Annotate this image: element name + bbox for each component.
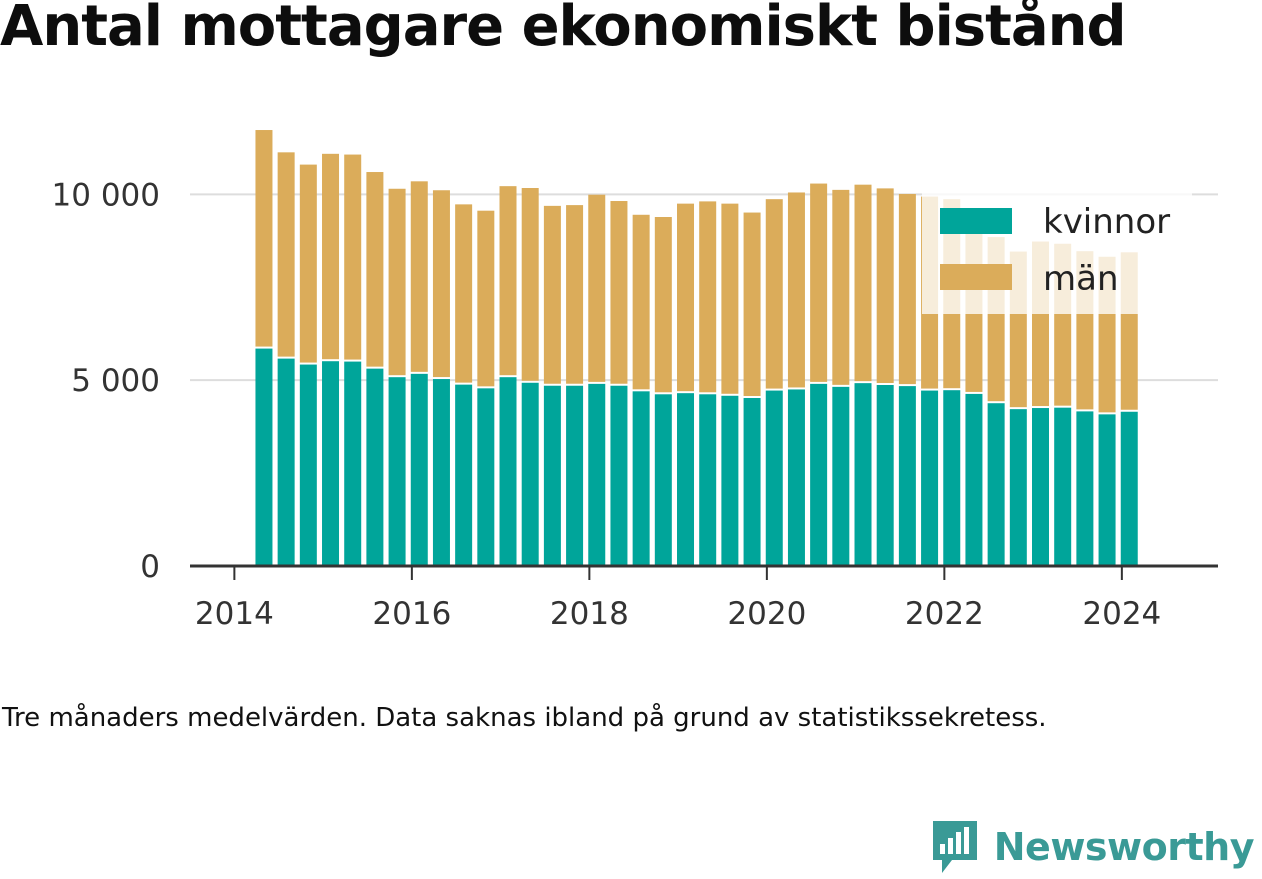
- bar-kvinnor: [699, 394, 717, 566]
- bar-kvinnor: [721, 395, 739, 566]
- bar-kvinnor: [432, 379, 450, 566]
- bar-man: [743, 212, 761, 397]
- bars: [255, 130, 1138, 566]
- y-tick-label: 5 000: [71, 363, 160, 399]
- bar-man: [854, 184, 872, 382]
- bar-kvinnor: [477, 388, 495, 566]
- bar-kvinnor: [543, 385, 561, 566]
- bar-kvinnor: [322, 361, 340, 566]
- bar-man: [366, 172, 384, 367]
- x-tick-label: 2020: [727, 596, 806, 632]
- bar-kvinnor: [1009, 409, 1027, 566]
- bar-man: [787, 192, 805, 388]
- x-tick-label: 2018: [550, 596, 629, 632]
- bar-kvinnor: [455, 384, 473, 566]
- bar-man: [898, 193, 916, 385]
- bar-kvinnor: [299, 364, 317, 566]
- bar-kvinnor: [1120, 411, 1138, 566]
- bar-man: [277, 152, 295, 357]
- bar-kvinnor: [632, 391, 650, 566]
- bar-kvinnor: [566, 385, 584, 566]
- bar-kvinnor: [854, 383, 872, 566]
- stacked-bar-chart: 0 5 000 10 000 2014 2016 2018 2020 2022 2024 kvi…: [52, 130, 1218, 632]
- bar-man: [677, 203, 695, 392]
- legend-label-kvinnor: kvinnor: [1043, 202, 1170, 242]
- bar-kvinnor: [277, 358, 295, 566]
- bar-man: [810, 183, 828, 382]
- y-tick-label: 0: [140, 549, 160, 585]
- bar-man: [699, 201, 717, 393]
- bar-kvinnor: [588, 383, 606, 566]
- bar-kvinnor: [677, 393, 695, 566]
- footnote: Tre månaders medelvärden. Data saknas ib…: [2, 703, 1047, 733]
- bar-man: [566, 205, 584, 384]
- bar-man: [543, 205, 561, 384]
- bar-kvinnor: [1054, 407, 1072, 566]
- legend-swatch-kvinnor: [940, 208, 1012, 234]
- bar-man: [876, 188, 894, 383]
- legend-label-man: män: [1043, 259, 1119, 299]
- chart-title: Antal mottagare ekonomiskt bistånd: [0, 0, 1127, 59]
- bar-kvinnor: [832, 386, 850, 566]
- bar-man: [521, 188, 539, 381]
- bar-kvinnor: [255, 348, 273, 566]
- legend: kvinnor män: [922, 188, 1192, 314]
- bar-man: [632, 214, 650, 390]
- x-tick-label: 2016: [372, 596, 451, 632]
- bar-kvinnor: [344, 361, 362, 566]
- newsworthy-logo: Newsworthy: [930, 818, 1255, 876]
- bar-man: [410, 181, 428, 372]
- bar-kvinnor: [410, 373, 428, 566]
- bar-man: [721, 203, 739, 394]
- bar-kvinnor: [743, 398, 761, 566]
- bar-man: [255, 130, 273, 347]
- bar-kvinnor: [787, 389, 805, 566]
- bar-man: [654, 217, 672, 393]
- bar-man: [499, 186, 517, 376]
- x-tick-label: 2022: [905, 596, 984, 632]
- bar-kvinnor: [943, 390, 961, 566]
- x-tick-label: 2014: [195, 596, 274, 632]
- bar-man: [432, 190, 450, 378]
- bar-kvinnor: [610, 385, 628, 566]
- bar-kvinnor: [1098, 414, 1116, 566]
- brand-name: Newsworthy: [993, 825, 1255, 869]
- bar-kvinnor: [654, 394, 672, 566]
- newsworthy-logo-icon: [932, 821, 977, 873]
- bar-kvinnor: [388, 377, 406, 566]
- bar-man: [588, 194, 606, 382]
- bar-kvinnor: [499, 377, 517, 566]
- bar-kvinnor: [810, 383, 828, 566]
- bar-man: [388, 188, 406, 376]
- bar-kvinnor: [921, 390, 939, 566]
- bar-man: [299, 164, 317, 363]
- bar-kvinnor: [1076, 411, 1094, 566]
- bar-man: [477, 210, 495, 387]
- axes: 0 5 000 10 000 2014 2016 2018 2020 2022 2024: [52, 177, 1218, 632]
- bar-man: [344, 154, 362, 360]
- bar-man: [610, 201, 628, 384]
- bar-man: [322, 153, 340, 360]
- bar-kvinnor: [521, 382, 539, 566]
- bar-kvinnor: [965, 393, 983, 566]
- bar-kvinnor: [876, 385, 894, 566]
- bar-kvinnor: [987, 403, 1005, 566]
- bar-kvinnor: [765, 390, 783, 566]
- x-tick-label: 2024: [1082, 596, 1161, 632]
- bar-man: [765, 199, 783, 389]
- bar-kvinnor: [1032, 408, 1049, 566]
- bar-kvinnor: [366, 368, 384, 566]
- bar-kvinnor: [898, 386, 916, 566]
- bar-man: [832, 189, 850, 385]
- bar-man: [455, 204, 473, 383]
- legend-swatch-man: [940, 264, 1012, 290]
- y-tick-label: 10 000: [52, 177, 160, 213]
